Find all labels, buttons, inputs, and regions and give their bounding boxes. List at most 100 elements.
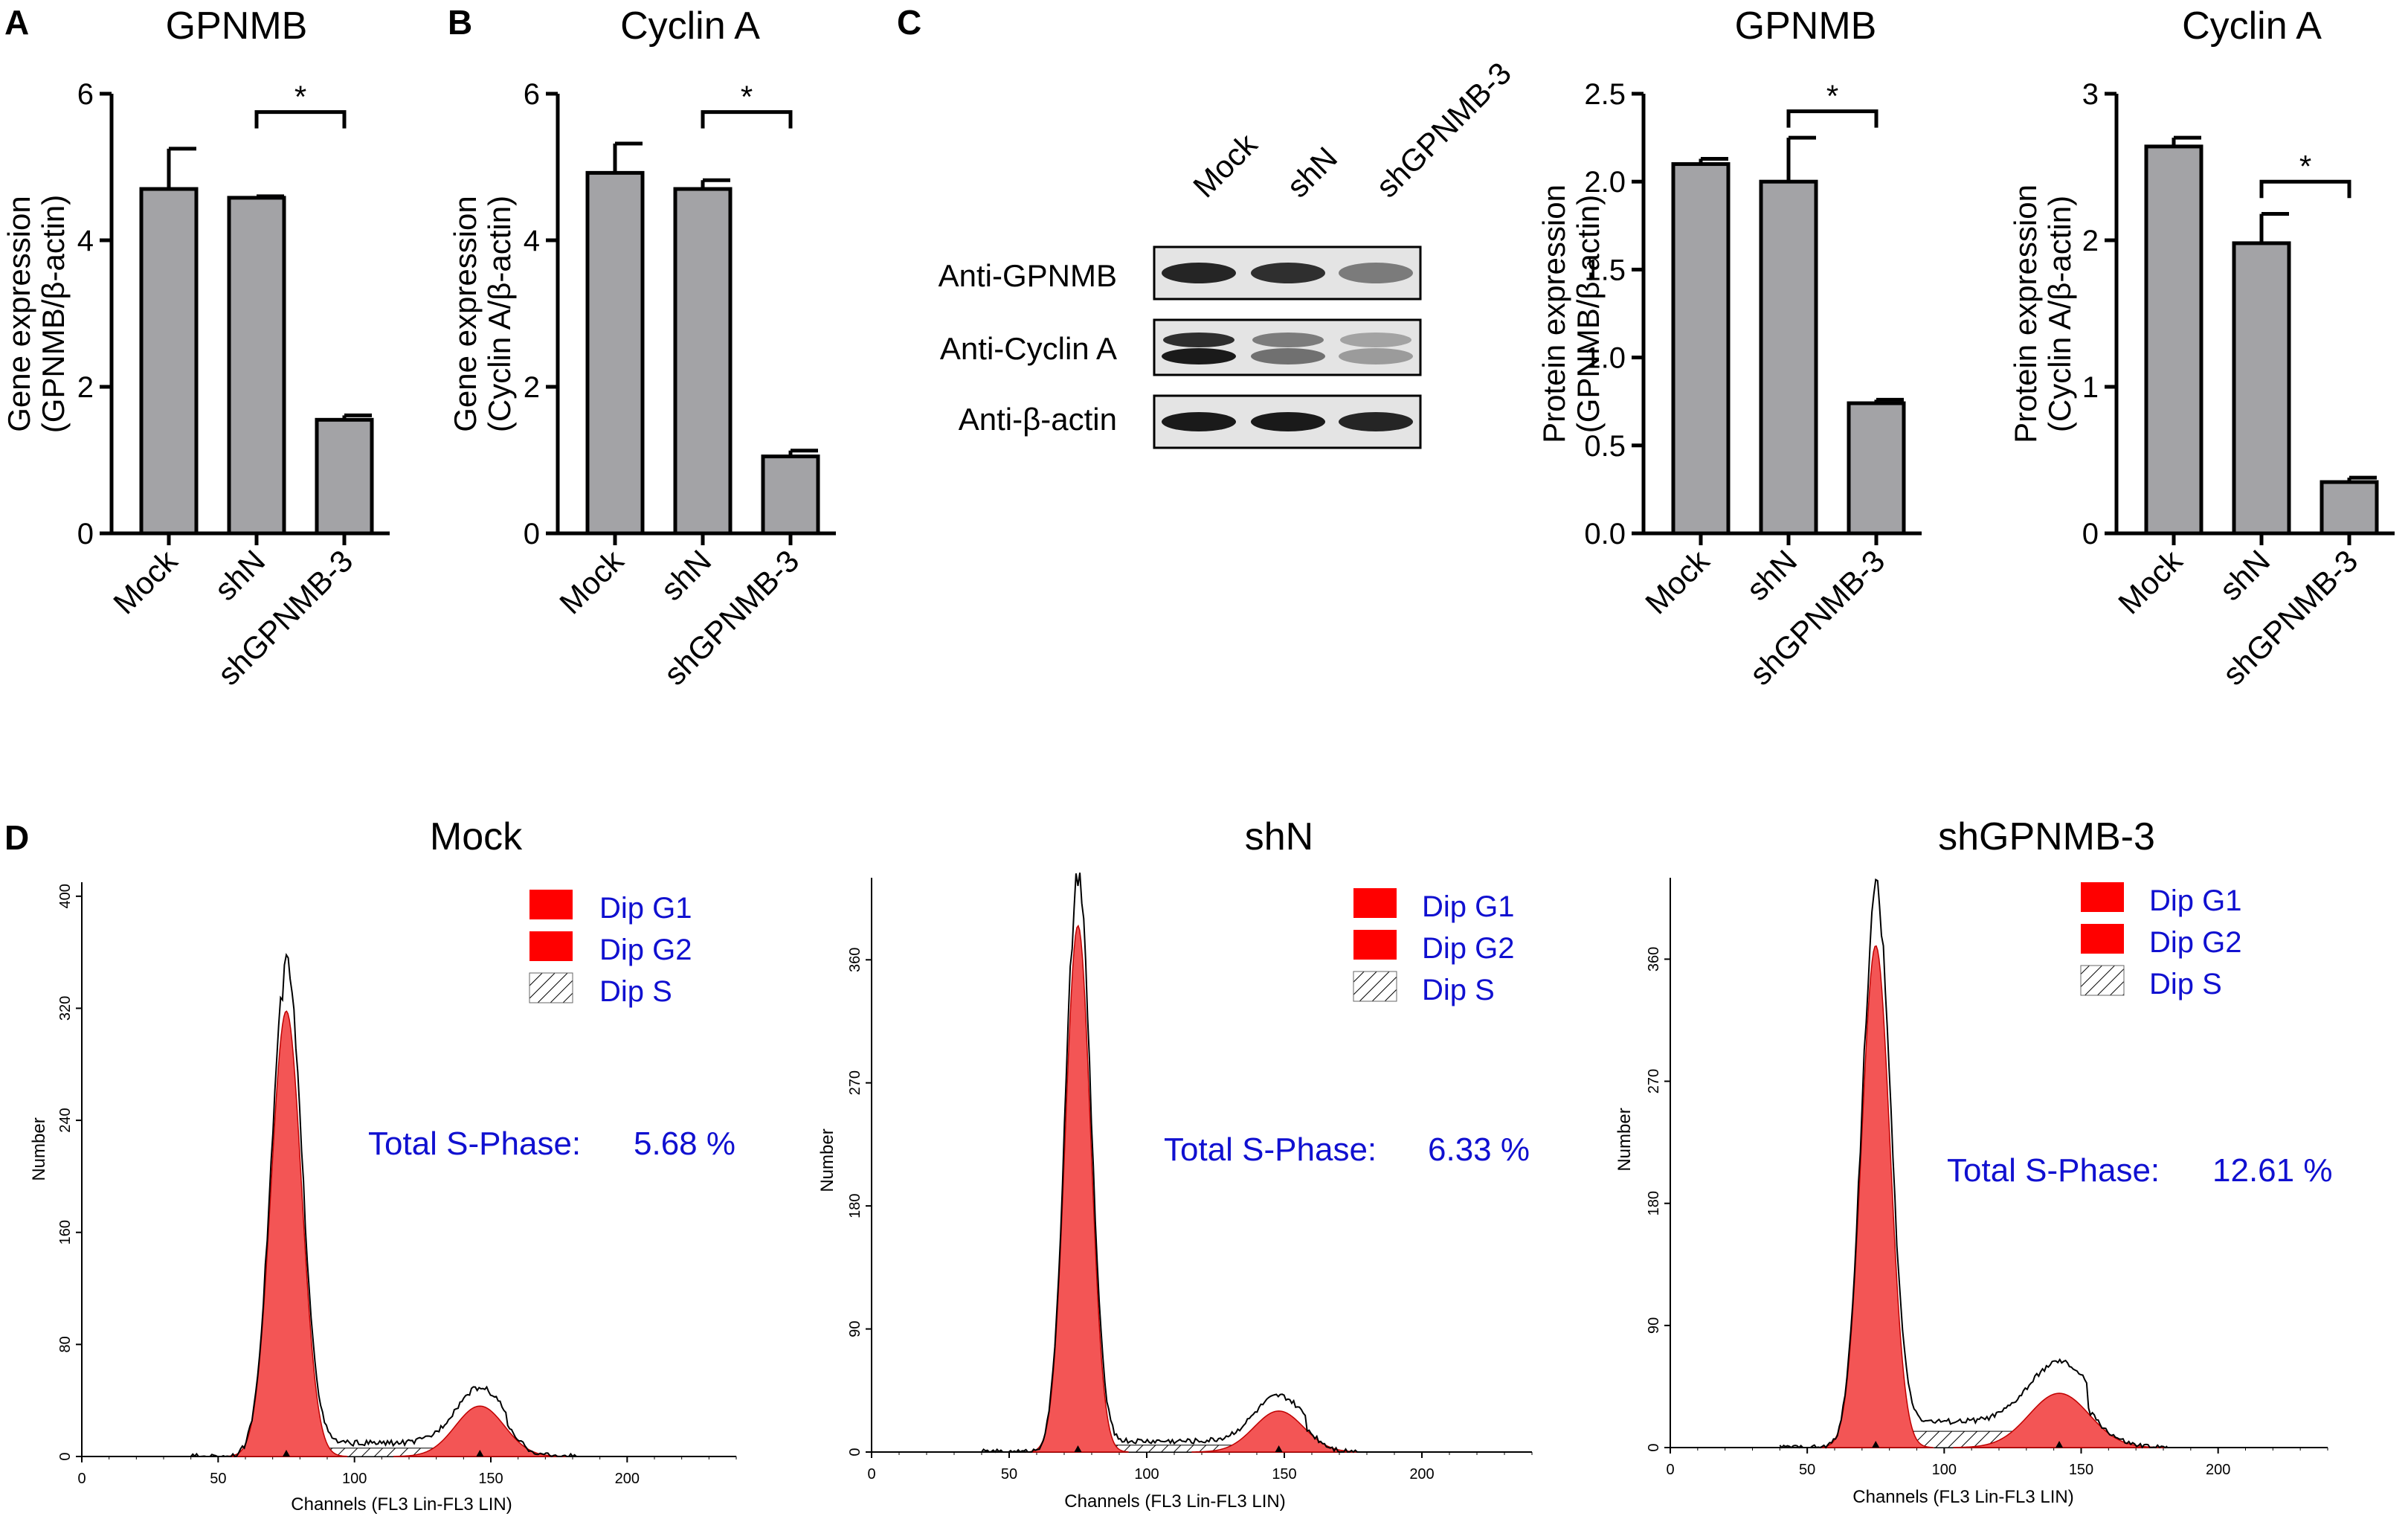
blot-band xyxy=(1251,263,1325,283)
x-tick-label: 0 xyxy=(1666,1462,1674,1478)
dip-g1-peak xyxy=(1818,945,1935,1448)
bar xyxy=(2144,144,2203,536)
panel-label-d: D xyxy=(4,818,29,857)
y-tick-label: 3 xyxy=(2082,78,2099,111)
y-tick-label: 180 xyxy=(1646,1191,1662,1215)
bar-chart-c-cyclin-a: Cyclin A Protein expression (Cyclin A/β-… xyxy=(2008,4,2395,692)
category-label: Mock xyxy=(2111,542,2189,620)
s-phase-label: Total S-Phase: xyxy=(1164,1131,1377,1168)
y-tick-label: 90 xyxy=(1646,1317,1662,1334)
bar xyxy=(227,196,286,536)
bar xyxy=(1671,162,1731,536)
y-axis-label-line2: (GPNMB/β-actin) xyxy=(1571,195,1606,434)
y-axis-label-line1: Gene expression xyxy=(448,196,483,432)
bar xyxy=(139,187,199,536)
s-phase-label: Total S-Phase: xyxy=(368,1125,581,1162)
y-tick-label: 0 xyxy=(524,518,540,550)
bar xyxy=(1759,179,1818,536)
x-tick-label: 0 xyxy=(867,1466,875,1483)
x-tick-label: 150 xyxy=(478,1471,503,1487)
peak-marker xyxy=(1872,1441,1880,1448)
blot-band xyxy=(1339,412,1413,431)
significance-label: * xyxy=(294,80,306,115)
blot-lane-label: Mock xyxy=(1186,126,1264,204)
y-tick-label: 0 xyxy=(57,1452,74,1460)
blot-band xyxy=(1340,333,1411,347)
significance-bracket xyxy=(701,110,793,129)
y-tick-label: 4 xyxy=(524,225,540,257)
y-tick-label: 2.5 xyxy=(1584,78,1626,111)
blot-lane-label: shN xyxy=(1280,140,1344,204)
blot-band xyxy=(1339,263,1413,283)
bar xyxy=(585,170,645,536)
blot-strip xyxy=(1153,318,1422,376)
x-tick-label: 200 xyxy=(615,1471,640,1487)
chart-title: Cyclin A xyxy=(620,4,760,48)
y-tick-label: 360 xyxy=(847,948,863,972)
legend-swatch-g2 xyxy=(1353,930,1397,960)
x-axis-label: Channels (FL3 Lin-FL3 LIN) xyxy=(291,1494,512,1515)
dip-g2-peak xyxy=(1191,1410,1366,1453)
histogram-title: Mock xyxy=(430,815,523,858)
category-label: shN xyxy=(207,543,271,607)
legend-swatch-g1 xyxy=(529,890,573,919)
significance-bracket xyxy=(1786,109,1879,128)
raw-histogram-trace xyxy=(1779,878,2168,1449)
chart-title: GPNMB xyxy=(1735,4,1877,48)
legend-label-s: Dip S xyxy=(2149,968,2222,1001)
y-tick-label: 90 xyxy=(847,1320,863,1337)
s-phase-value: 5.68 % xyxy=(634,1125,735,1162)
bar-chart-b: Cyclin A Gene expression (Cyclin A/β-act… xyxy=(448,4,836,692)
legend-label-s: Dip S xyxy=(599,975,672,1008)
y-tick-label: 2 xyxy=(77,371,94,404)
y-tick-label: 0.0 xyxy=(1584,518,1626,550)
legend-swatch-g2 xyxy=(2081,924,2124,954)
category-label: Mock xyxy=(553,542,631,620)
y-tick-label: 400 xyxy=(57,884,74,908)
y-tick-label: 2.0 xyxy=(1584,166,1626,199)
legend-label-g1: Dip G1 xyxy=(599,892,692,925)
s-phase-label: Total S-Phase: xyxy=(1947,1152,2160,1189)
s-phase-value: 6.33 % xyxy=(1428,1131,1530,1168)
y-tick-label: 1 xyxy=(2082,371,2099,404)
histogram-title: shGPNMB-3 xyxy=(1938,815,2155,858)
bar xyxy=(1847,401,1906,536)
histogram-title: shN xyxy=(1245,815,1313,858)
y-tick-label: 360 xyxy=(1646,947,1662,971)
category-label: shN xyxy=(2212,543,2276,607)
x-tick-label: 100 xyxy=(342,1471,367,1487)
x-axis-label: Channels (FL3 Lin-FL3 LIN) xyxy=(1852,1487,2073,1507)
category-label: Mock xyxy=(1638,542,1716,620)
x-tick-label: 50 xyxy=(1001,1466,1017,1483)
significance-bracket xyxy=(254,110,347,129)
y-tick-label: 6 xyxy=(524,78,540,111)
y-tick-label: 6 xyxy=(77,78,94,111)
y-tick-label: 2 xyxy=(524,371,540,404)
blot-band xyxy=(1163,333,1234,347)
western-blot: Mock shN shGPNMB-3 Anti-GPNMB Anti-Cycli… xyxy=(939,55,1518,449)
panel-label-c: C xyxy=(897,3,921,42)
y-tick-label: 0 xyxy=(1646,1443,1662,1451)
chart-title: Cyclin A xyxy=(2182,4,2322,48)
x-tick-label: 200 xyxy=(1409,1466,1434,1483)
y-tick-label: 160 xyxy=(57,1220,74,1244)
legend-swatch-g1 xyxy=(1353,888,1397,918)
legend-swatch-s xyxy=(1353,971,1397,1002)
y-axis-label-line1: Protein expression xyxy=(1536,184,1571,443)
y-axis-label-line2: (GPNMB/β-actin) xyxy=(36,195,71,434)
blot-band xyxy=(1162,348,1236,364)
blot-band xyxy=(1251,412,1325,431)
blot-row-label: Anti-Cyclin A xyxy=(940,331,1117,366)
category-label: shN xyxy=(654,543,718,607)
significance-label: * xyxy=(2299,149,2311,184)
category-label: Mock xyxy=(106,542,184,620)
dip-g1-peak xyxy=(1026,924,1129,1453)
legend-label-g1: Dip G1 xyxy=(1422,890,1515,923)
y-axis-label: Number xyxy=(817,1128,837,1192)
flow-histogram-mock: Mock Channels (FL3 Lin-FL3 LIN) Number D… xyxy=(29,815,737,1515)
blot-lane-label: shGPNMB-3 xyxy=(1369,55,1518,204)
dip-g1-peak xyxy=(225,1010,348,1457)
y-tick-label: 270 xyxy=(1646,1069,1662,1093)
s-phase-value: 12.61 % xyxy=(2212,1152,2332,1189)
